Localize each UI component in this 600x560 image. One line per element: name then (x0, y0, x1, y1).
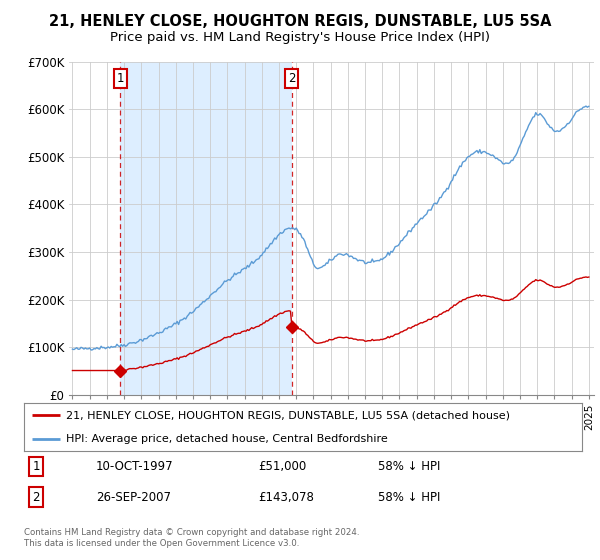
Text: 21, HENLEY CLOSE, HOUGHTON REGIS, DUNSTABLE, LU5 5SA (detached house): 21, HENLEY CLOSE, HOUGHTON REGIS, DUNSTA… (66, 410, 510, 420)
Text: 1: 1 (116, 72, 124, 85)
Text: £143,078: £143,078 (258, 491, 314, 504)
Text: 58% ↓ HPI: 58% ↓ HPI (378, 491, 440, 504)
Text: 2: 2 (32, 491, 40, 504)
Text: 10-OCT-1997: 10-OCT-1997 (96, 460, 173, 473)
Text: Price paid vs. HM Land Registry's House Price Index (HPI): Price paid vs. HM Land Registry's House … (110, 31, 490, 44)
Text: HPI: Average price, detached house, Central Bedfordshire: HPI: Average price, detached house, Cent… (66, 434, 388, 444)
Text: 58% ↓ HPI: 58% ↓ HPI (378, 460, 440, 473)
Text: 1: 1 (32, 460, 40, 473)
Text: £51,000: £51,000 (258, 460, 306, 473)
Text: 21, HENLEY CLOSE, HOUGHTON REGIS, DUNSTABLE, LU5 5SA: 21, HENLEY CLOSE, HOUGHTON REGIS, DUNSTA… (49, 14, 551, 29)
Text: 26-SEP-2007: 26-SEP-2007 (96, 491, 171, 504)
Text: Contains HM Land Registry data © Crown copyright and database right 2024.
This d: Contains HM Land Registry data © Crown c… (24, 528, 359, 548)
Text: 2: 2 (288, 72, 295, 85)
Bar (120, 62, 292, 395)
